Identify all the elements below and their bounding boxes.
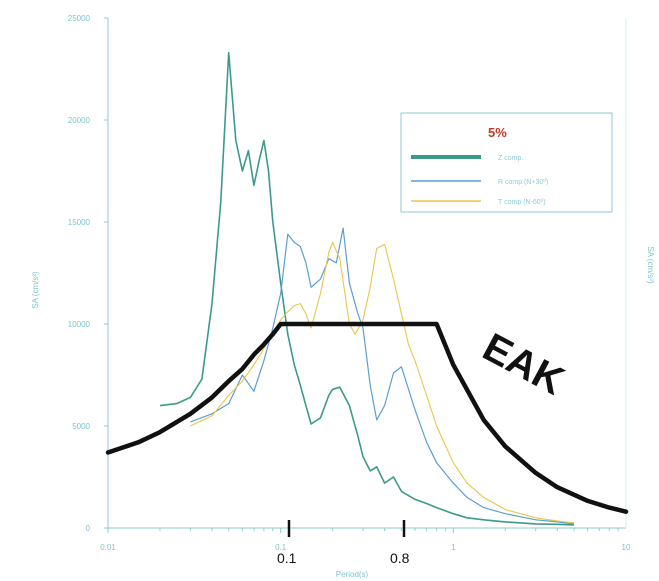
eak-annotation: EAK	[476, 325, 571, 404]
y-tick-label: 5000	[72, 422, 90, 431]
y-tick-label: 10000	[68, 320, 91, 329]
legend-box	[400, 112, 613, 213]
y-ticks: 0 5000 10000 15000 20000 25000	[68, 14, 108, 533]
period-marker-0.8-label: 0.8	[390, 550, 410, 566]
y-tick-label: 0	[86, 524, 91, 533]
y-axis-title: SA (cm/s²)	[31, 271, 40, 309]
x-tick-label: 0.01	[100, 543, 116, 552]
x-axis-title: Period(s)	[336, 570, 369, 579]
legend-entry-r: R comp (N+30º)	[498, 179, 548, 186]
y-tick-label: 25000	[68, 14, 91, 23]
right-axis-title: SA (cm/s²)	[646, 246, 655, 284]
y-tick-label: 15000	[68, 218, 91, 227]
series-eak-line	[105, 321, 629, 514]
x-ticks: 0.01 0.1 1 10	[100, 543, 631, 552]
legend-entry-t: T comp (N-60º)	[498, 199, 546, 206]
legend-title: 5%	[488, 125, 507, 140]
x-tick-label: 1	[451, 543, 456, 552]
period-marker-0.1-label: 0.1	[277, 550, 297, 566]
legend-entry-z: Z comp.	[498, 155, 523, 162]
y-tick-label: 20000	[68, 116, 91, 125]
x-tick-label: 0.1	[275, 543, 287, 552]
x-tick-label: 10	[622, 543, 631, 552]
legend: 5% Z comp. R comp (N+30º) T comp (N-60º)	[400, 112, 613, 213]
x-minor-ticks	[107, 528, 619, 533]
series-z-comp-line	[159, 51, 575, 526]
